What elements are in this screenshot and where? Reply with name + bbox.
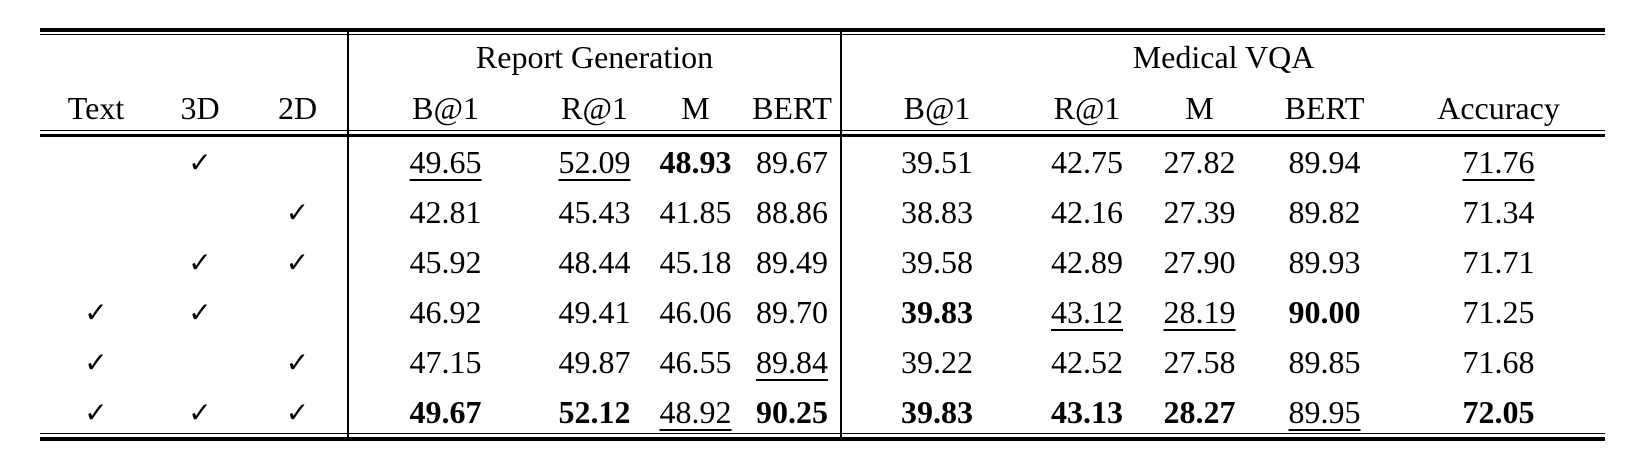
metric-cell-vqa-r1: 43.13 — [1032, 387, 1143, 441]
metric-cell-accuracy: 71.76 — [1462, 143, 1535, 180]
check-cell-text: ✓ — [40, 387, 152, 441]
table-row: ✓ ✓ 46.92 49.41 46.06 89.70 39.83 43.12 … — [40, 287, 1605, 337]
metric-cell-rg-b1: 47.15 — [347, 337, 543, 387]
metric-cell-accuracy: 71.25 — [1462, 293, 1535, 330]
table-row: ✓ ✓ ✓ 49.67 52.12 48.92 90.25 39.83 43.1… — [40, 387, 1606, 441]
column-header-vqa-bert: BERT — [1257, 82, 1393, 137]
metric-cell-vqa-b1: 39.83 — [840, 387, 1033, 441]
metric-cell-vqa-r1: 42.52 — [1051, 343, 1124, 380]
check-cell-3d: ✓ — [188, 295, 212, 329]
check-cell-2d: ✓ — [285, 345, 310, 379]
metric-cell-rg-bert: 90.25 — [744, 387, 842, 441]
group-header-row: Report Generation Medical VQA — [40, 28, 1606, 82]
metric-cell-accuracy: 71.34 — [1462, 193, 1535, 230]
metric-cell-rg-bert: 89.67 — [756, 143, 829, 180]
metric-cell-rg-r1: 52.09 — [558, 143, 631, 180]
ablation-results-table: Report Generation Medical VQA Text 3D 2D… — [40, 28, 1606, 441]
metric-cell-accuracy: 72.05 — [1392, 387, 1606, 441]
metric-cell-rg-bert: 88.86 — [756, 193, 829, 230]
metric-cell-rg-r1: 49.87 — [558, 343, 631, 380]
check-cell-2d: ✓ — [285, 195, 310, 229]
metric-cell-vqa-m: 28.27 — [1142, 387, 1258, 441]
metric-cell-rg-b1: 49.65 — [347, 135, 543, 187]
metric-cell-rg-m: 48.93 — [659, 143, 732, 180]
column-header-rg-b1: B@1 — [347, 82, 543, 137]
metric-cell-accuracy: 71.71 — [1462, 243, 1535, 280]
table-row: ✓ ✓ 47.15 49.87 46.55 89.84 39.22 42.52 … — [40, 337, 1605, 387]
metric-cell-rg-r1: 52.12 — [542, 387, 648, 441]
column-header-row: Text 3D 2D B@1 R@1 M BERT B@1 R@1 M BERT… — [40, 82, 1606, 137]
metric-cell-vqa-r1: 43.12 — [1051, 293, 1124, 330]
table-row: ✓ 49.65 52.09 48.93 89.67 39.51 42.75 27… — [40, 135, 1605, 188]
metric-cell-vqa-bert: 89.85 — [1288, 343, 1361, 380]
check-cell-3d — [152, 187, 248, 237]
metric-cell-rg-b1: 45.92 — [347, 237, 543, 287]
check-cell-text — [40, 237, 152, 287]
metric-cell-vqa-m: 27.58 — [1163, 343, 1236, 380]
column-header-rg-r1: R@1 — [542, 82, 648, 137]
metric-cell-vqa-r1: 42.16 — [1051, 193, 1124, 230]
metric-cell-rg-b1: 49.67 — [347, 387, 543, 441]
check-cell-2d — [248, 136, 348, 188]
metric-cell-rg-m: 48.92 — [647, 387, 745, 441]
metric-cell-vqa-b1: 39.22 — [840, 337, 1033, 387]
column-header-text: Text — [40, 82, 152, 137]
check-cell-3d: ✓ — [152, 387, 248, 441]
metric-cell-vqa-b1: 38.83 — [840, 187, 1033, 237]
check-cell-text: ✓ — [84, 345, 108, 379]
metric-cell-rg-r1: 48.44 — [558, 243, 631, 280]
metric-cell-accuracy: 71.68 — [1462, 343, 1535, 380]
metric-cell-vqa-m: 27.90 — [1163, 243, 1236, 280]
metric-cell-vqa-m: 28.19 — [1163, 293, 1236, 330]
column-header-accuracy: Accuracy — [1392, 82, 1606, 137]
metric-cell-rg-bert: 89.49 — [756, 243, 829, 280]
metric-cell-rg-b1: 46.92 — [347, 287, 543, 337]
group-header-medical-vqa: Medical VQA — [840, 28, 1606, 82]
check-cell-text — [40, 136, 152, 188]
metric-cell-rg-b1: 42.81 — [347, 187, 543, 237]
metric-cell-vqa-b1: 39.58 — [840, 237, 1033, 287]
metric-cell-vqa-bert: 89.94 — [1288, 143, 1361, 180]
table-row: ✓ ✓ 45.92 48.44 45.18 89.49 39.58 42.89 … — [40, 237, 1605, 287]
check-cell-2d — [248, 287, 348, 337]
metric-cell-vqa-r1: 42.89 — [1051, 243, 1124, 280]
check-cell-3d: ✓ — [188, 245, 212, 279]
metric-cell-vqa-m: 27.39 — [1163, 193, 1236, 230]
metric-cell-vqa-bert: 89.82 — [1288, 193, 1361, 230]
column-header-vqa-m: M — [1142, 82, 1258, 137]
metric-cell-rg-m: 41.85 — [659, 193, 732, 230]
metric-cell-rg-bert: 89.70 — [756, 293, 829, 330]
metric-cell-vqa-m: 27.82 — [1163, 143, 1236, 180]
metric-cell-vqa-r1: 42.75 — [1051, 143, 1124, 180]
check-cell-text: ✓ — [84, 295, 108, 329]
table-header: Report Generation Medical VQA Text 3D 2D… — [40, 28, 1606, 137]
group-header-report-generation: Report Generation — [347, 28, 842, 82]
column-header-3d: 3D — [152, 82, 248, 137]
column-header-2d: 2D — [248, 82, 349, 137]
check-cell-2d: ✓ — [248, 387, 349, 441]
metric-cell-rg-r1: 45.43 — [558, 193, 631, 230]
group-header-empty — [40, 28, 349, 82]
column-header-vqa-b1: B@1 — [840, 82, 1033, 137]
metric-cell-vqa-bert: 90.00 — [1288, 293, 1361, 330]
metric-cell-vqa-bert: 89.95 — [1257, 387, 1393, 441]
column-header-rg-m: M — [647, 82, 745, 137]
check-cell-3d — [152, 337, 248, 387]
check-cell-3d: ✓ — [188, 145, 212, 179]
metric-cell-vqa-b1: 39.83 — [840, 287, 1033, 337]
column-header-vqa-r1: R@1 — [1032, 82, 1143, 137]
table-row: ✓ 42.81 45.43 41.85 88.86 38.83 42.16 27… — [40, 187, 1605, 237]
metric-cell-rg-m: 45.18 — [659, 243, 732, 280]
metric-cell-rg-m: 46.55 — [659, 343, 732, 380]
check-cell-2d: ✓ — [285, 245, 310, 279]
metric-cell-rg-m: 46.06 — [659, 293, 732, 330]
column-header-rg-bert: BERT — [744, 82, 842, 137]
metric-cell-vqa-b1: 39.51 — [840, 135, 1033, 187]
metric-cell-rg-r1: 49.41 — [558, 293, 631, 330]
table-body: ✓ 49.65 52.09 48.93 89.67 39.51 42.75 27… — [40, 135, 1606, 441]
metric-cell-vqa-bert: 89.93 — [1288, 243, 1361, 280]
metric-cell-rg-bert: 89.84 — [756, 343, 829, 380]
check-cell-text — [40, 187, 152, 237]
